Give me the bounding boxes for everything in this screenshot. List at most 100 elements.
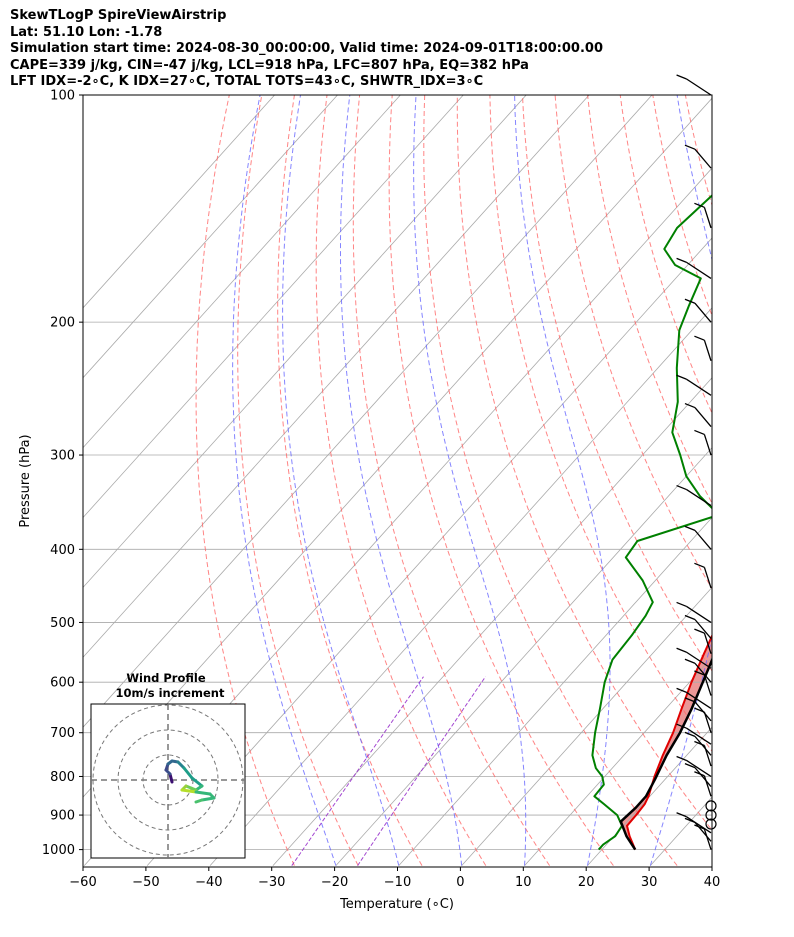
wind-barb xyxy=(694,335,712,361)
wind-barb xyxy=(684,763,712,787)
moist-adiabat xyxy=(282,95,400,866)
y-tick-label: 1000 xyxy=(42,843,75,858)
hodograph-segment xyxy=(194,798,204,804)
moist-adiabat xyxy=(514,95,611,866)
hodograph-segment xyxy=(180,788,198,794)
wind-barb xyxy=(694,670,712,696)
y-axis-label: Pressure (hPa) xyxy=(18,434,33,527)
y-tick-label: 600 xyxy=(50,676,75,691)
y-tick-label: 500 xyxy=(50,616,75,631)
indices-line-2: LFT IDX=-2∘C, K IDX=27∘C, TOTAL TOTS=43∘… xyxy=(10,74,484,89)
dry-adiabat xyxy=(718,95,794,866)
wind-barb xyxy=(684,402,712,427)
wind-barb xyxy=(676,74,712,96)
x-tick-label: −20 xyxy=(321,875,348,890)
moist-adiabat xyxy=(413,95,527,866)
hodograph-segment xyxy=(194,790,212,796)
moist-adiabat xyxy=(340,95,463,866)
dry-adiabat xyxy=(315,95,487,866)
isotherm xyxy=(587,726,712,866)
wind-barb xyxy=(684,697,712,722)
dry-adiabat xyxy=(684,95,712,207)
isotherm xyxy=(209,307,712,866)
temperature-line xyxy=(626,633,712,850)
hodograph-segment xyxy=(182,766,194,780)
wind-barb-calm xyxy=(705,818,717,830)
mixing-ratio-line xyxy=(357,676,486,866)
isotherm xyxy=(524,656,712,866)
dry-adiabat xyxy=(489,95,712,753)
wind-barb xyxy=(684,298,712,323)
y-tick-label: 100 xyxy=(50,89,75,104)
y-tick-label: 400 xyxy=(50,543,75,558)
hodograph-segment xyxy=(184,784,198,792)
isotherm xyxy=(83,95,464,519)
location-line: Lat: 51.10 Lon: -1.78 xyxy=(10,24,163,40)
wind-barb xyxy=(676,601,712,623)
wind-barb-calm xyxy=(705,800,717,812)
isotherm xyxy=(272,377,712,866)
wind-barb xyxy=(684,731,712,756)
time-line: Simulation start time: 2024-08-30_00:00:… xyxy=(10,41,603,56)
dry-adiabat xyxy=(423,95,678,866)
wind-barb xyxy=(694,562,712,589)
isotherm xyxy=(83,95,401,449)
y-tick-label: 300 xyxy=(50,449,75,464)
dry-adiabat xyxy=(554,95,712,590)
wind-barb xyxy=(694,202,712,229)
parcel-line xyxy=(619,656,712,851)
isotherm xyxy=(83,95,590,658)
isotherm xyxy=(398,516,712,866)
dry-adiabat xyxy=(388,95,614,866)
y-tick-label: 800 xyxy=(50,770,75,785)
x-tick-label: 10 xyxy=(515,875,532,890)
cape-upper-area xyxy=(739,95,794,534)
x-tick-label: −60 xyxy=(69,875,96,890)
y-tick-label: 700 xyxy=(50,726,75,741)
wind-barb xyxy=(676,647,712,669)
wind-barb xyxy=(684,658,712,683)
dry-adiabat xyxy=(783,95,794,866)
wind-barb xyxy=(676,723,712,745)
dry-adiabat xyxy=(195,95,295,866)
dry-adiabat xyxy=(587,95,712,505)
wind-barb xyxy=(676,687,712,709)
isotherm xyxy=(335,447,712,866)
y-tick-label: 200 xyxy=(50,316,75,331)
x-tick-label: −30 xyxy=(258,875,285,890)
x-tick-label: −10 xyxy=(384,875,411,890)
x-tick-label: −40 xyxy=(195,875,222,890)
wind-barb xyxy=(684,144,712,169)
dry-adiabat xyxy=(237,95,359,866)
moist-adiabat xyxy=(649,95,712,866)
isotherm xyxy=(83,95,653,728)
header-block: SkewTLogP SpireViewAirstrip Lat: 51.10 L… xyxy=(10,8,780,91)
x-tick-label: 40 xyxy=(704,875,721,890)
wind-barb-calm xyxy=(705,809,717,821)
wind-barb xyxy=(676,484,712,507)
wind-barb xyxy=(684,525,712,550)
x-tick-label: 30 xyxy=(641,875,658,890)
inset-subtitle: 10m/s increment xyxy=(116,686,225,700)
dry-adiabat xyxy=(456,95,712,831)
inset-title: Wind Profile xyxy=(126,671,206,685)
isotherm xyxy=(713,95,794,866)
x-tick-label: 0 xyxy=(456,875,464,890)
hodograph-segment xyxy=(200,796,216,802)
isotherm xyxy=(83,95,275,309)
wind-barb xyxy=(676,257,712,279)
dewpoint-line xyxy=(591,194,712,851)
wind-barb xyxy=(676,374,712,396)
isotherm xyxy=(461,586,712,866)
moist-adiabat xyxy=(232,95,337,866)
wind-barb xyxy=(684,614,712,639)
isotherm xyxy=(650,796,712,866)
wind-barb xyxy=(676,812,712,834)
isotherm xyxy=(146,237,712,866)
chart-title: SkewTLogP SpireViewAirstrip xyxy=(10,8,227,23)
dry-adiabat xyxy=(522,95,712,672)
dry-adiabat xyxy=(277,95,423,866)
hodograph-segment xyxy=(190,776,204,788)
x-tick-label: 20 xyxy=(578,875,595,890)
